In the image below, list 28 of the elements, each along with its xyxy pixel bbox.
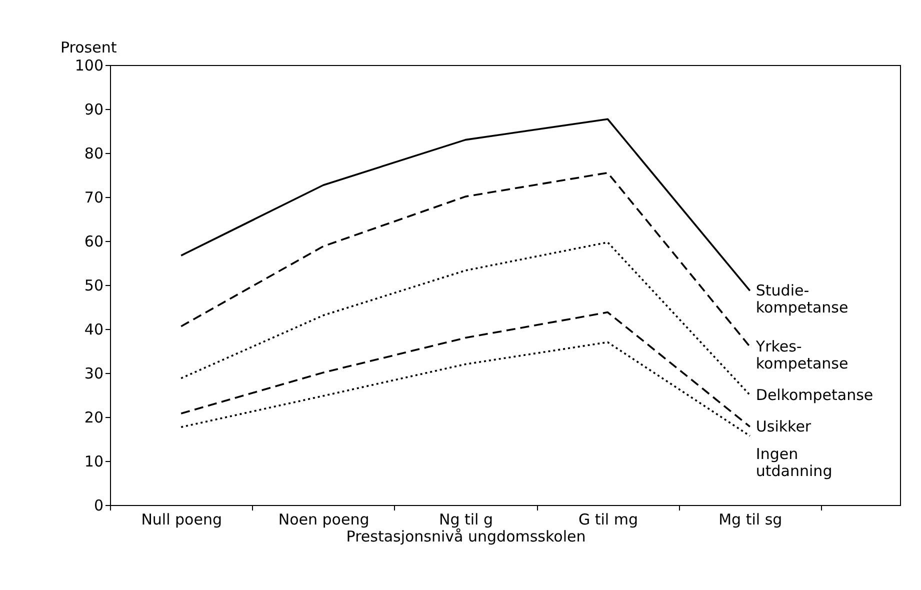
series-label: Delkompetanse bbox=[756, 386, 874, 404]
series-label: Yrkes- kompetanse bbox=[754, 338, 848, 373]
y-tick-label: 10 bbox=[84, 452, 104, 470]
y-tick-label: 60 bbox=[84, 232, 104, 250]
line-series bbox=[180, 241, 751, 396]
line-series bbox=[180, 118, 751, 292]
y-tick-label: 0 bbox=[94, 496, 104, 514]
x-axis-title: Prestasjonsnivå ungdomsskolen bbox=[346, 528, 586, 546]
y-tick-label: 100 bbox=[74, 56, 104, 74]
x-tick-label: G til mg bbox=[578, 510, 638, 528]
series-label: Ingen utdanning bbox=[756, 445, 832, 480]
x-tick-label: Null poeng bbox=[141, 510, 222, 528]
series-label: Usikker bbox=[756, 418, 812, 436]
y-tick-label: 30 bbox=[84, 364, 104, 382]
line-series bbox=[180, 172, 751, 348]
series-label: Studie- kompetanse bbox=[756, 282, 848, 317]
y-tick-label: 90 bbox=[84, 100, 104, 118]
y-tick-label: 20 bbox=[84, 408, 104, 426]
line-series bbox=[180, 311, 751, 428]
x-tick-label: Noen poeng bbox=[278, 510, 370, 528]
y-axis-title: Prosent bbox=[60, 38, 117, 56]
line-series bbox=[180, 341, 751, 437]
y-tick-label: 50 bbox=[84, 276, 104, 294]
y-tick-label: 70 bbox=[84, 188, 104, 206]
y-tick-label: 40 bbox=[84, 320, 104, 338]
x-tick-label: Mg til sg bbox=[718, 510, 782, 528]
x-tick-label: Ng til g bbox=[438, 510, 494, 528]
y-tick-label: 80 bbox=[84, 144, 104, 162]
